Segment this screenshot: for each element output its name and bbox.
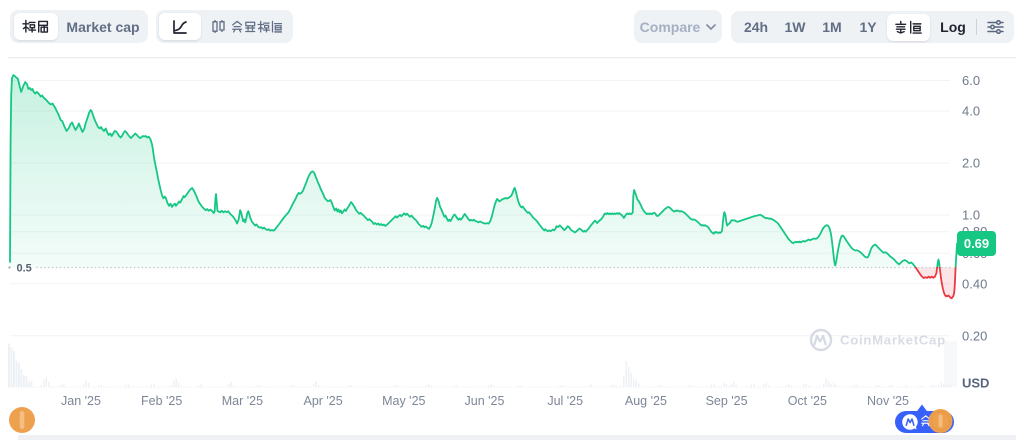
svg-text:Nov '25: Nov '25 [867, 394, 909, 408]
svg-text:Sep '25: Sep '25 [706, 394, 748, 408]
svg-text:1.0: 1.0 [962, 208, 980, 223]
svg-text:CoinMarketCap: CoinMarketCap [840, 333, 946, 348]
svg-text:0.69: 0.69 [964, 236, 989, 251]
svg-text:Aug '25: Aug '25 [625, 394, 667, 408]
svg-text:Jun '25: Jun '25 [465, 394, 505, 408]
svg-text:Mar '25: Mar '25 [222, 394, 263, 408]
svg-text:2.0: 2.0 [962, 156, 980, 171]
svg-text:Feb '25: Feb '25 [141, 394, 182, 408]
svg-text:USD: USD [962, 376, 989, 391]
svg-text:May '25: May '25 [382, 394, 425, 408]
svg-text:0.5: 0.5 [17, 263, 32, 275]
svg-text:Oct '25: Oct '25 [788, 394, 827, 408]
svg-text:4.0: 4.0 [962, 104, 980, 119]
svg-text:Jul '25: Jul '25 [547, 394, 583, 408]
svg-text:0.20: 0.20 [962, 328, 987, 343]
svg-text:Apr '25: Apr '25 [303, 394, 342, 408]
svg-text:Jan '25: Jan '25 [61, 394, 101, 408]
svg-text:6.0: 6.0 [962, 73, 980, 88]
svg-text:0.40: 0.40 [962, 276, 987, 291]
